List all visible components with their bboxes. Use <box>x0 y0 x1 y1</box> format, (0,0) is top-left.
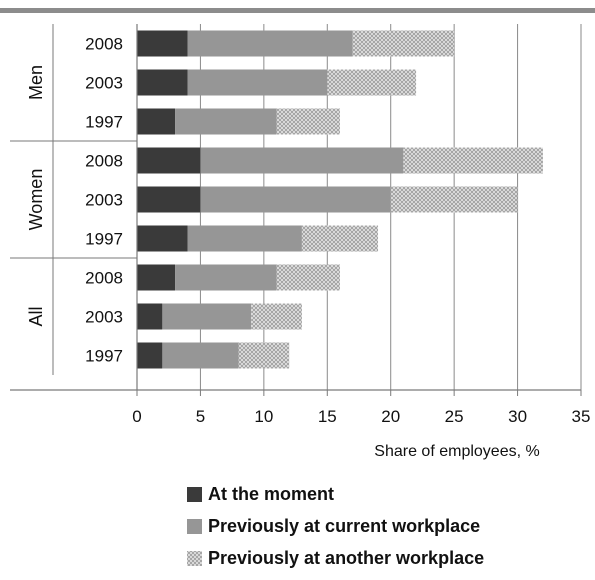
bar-segment <box>187 30 353 57</box>
bar-segment <box>137 264 176 291</box>
category-label: 2008 <box>85 269 123 288</box>
bar-segment <box>390 186 518 213</box>
stacked-bar-chart: 0 5 10 15 20 25 30 35 Share of employees, % 2008 2… <box>10 24 591 461</box>
bar-segment <box>137 147 201 174</box>
category-label: 1997 <box>85 347 123 366</box>
x-tick-label: 35 <box>572 407 591 426</box>
bar-segment <box>137 108 176 135</box>
bar-segment <box>187 69 328 96</box>
x-tick-label: 25 <box>445 407 464 426</box>
group-label: All <box>26 306 46 326</box>
x-tick-label: 15 <box>318 407 337 426</box>
bar-segment <box>137 225 188 252</box>
x-axis-title: Share of employees, % <box>374 443 539 460</box>
category-label: 2003 <box>85 191 123 210</box>
bar-segment <box>327 69 417 96</box>
bar-segment <box>200 147 404 174</box>
bar-segment <box>175 264 277 291</box>
category-label: 2008 <box>85 152 123 171</box>
bar-segment <box>200 186 391 213</box>
legend-swatch <box>187 518 202 534</box>
bar-segment <box>162 342 239 369</box>
bar-segment <box>137 342 163 369</box>
top-rule <box>0 8 595 13</box>
legend-swatch <box>187 486 202 502</box>
x-tick-label: 0 <box>132 407 141 426</box>
legend-label: Previously at another workplace <box>208 547 485 568</box>
category-label: 2008 <box>85 35 123 54</box>
bar-segment <box>162 303 252 330</box>
category-label: 1997 <box>85 230 123 249</box>
bar-segment <box>403 147 543 174</box>
legend-swatch <box>187 550 202 566</box>
labels: 0 5 10 15 20 25 30 35 Share of employees, % 2008 2… <box>26 35 591 461</box>
bar-segment <box>175 108 277 135</box>
bar-segment <box>137 186 201 213</box>
x-tick-label: 5 <box>196 407 205 426</box>
bar-segment <box>137 303 163 330</box>
bar-segment <box>238 342 290 369</box>
legend-label: At the moment <box>208 483 334 504</box>
legend-item-previously-another: Previously at another workplace <box>187 542 484 574</box>
bar-segment <box>137 69 188 96</box>
axes <box>10 24 582 396</box>
category-label: 1997 <box>85 113 123 132</box>
x-tick-label: 10 <box>254 407 273 426</box>
bar-segment <box>276 264 340 291</box>
bar-segment <box>301 225 379 252</box>
bar-segment <box>352 30 455 57</box>
legend-item-at-the-moment: At the moment <box>187 478 484 510</box>
x-tick-label: 20 <box>381 407 400 426</box>
legend: At the moment Previously at current work… <box>187 478 484 574</box>
group-label: Women <box>26 169 46 231</box>
legend-label: Previously at current workplace <box>208 515 481 536</box>
group-label: Men <box>26 65 46 100</box>
bar-segment <box>276 108 340 135</box>
bars <box>137 30 543 369</box>
category-label: 2003 <box>85 308 123 327</box>
x-tick-label: 30 <box>508 407 527 426</box>
bar-segment <box>187 225 302 252</box>
legend-item-previously-current: Previously at current workplace <box>187 510 484 542</box>
category-label: 2003 <box>85 74 123 93</box>
bar-segment <box>137 30 188 57</box>
bar-segment <box>251 303 302 330</box>
